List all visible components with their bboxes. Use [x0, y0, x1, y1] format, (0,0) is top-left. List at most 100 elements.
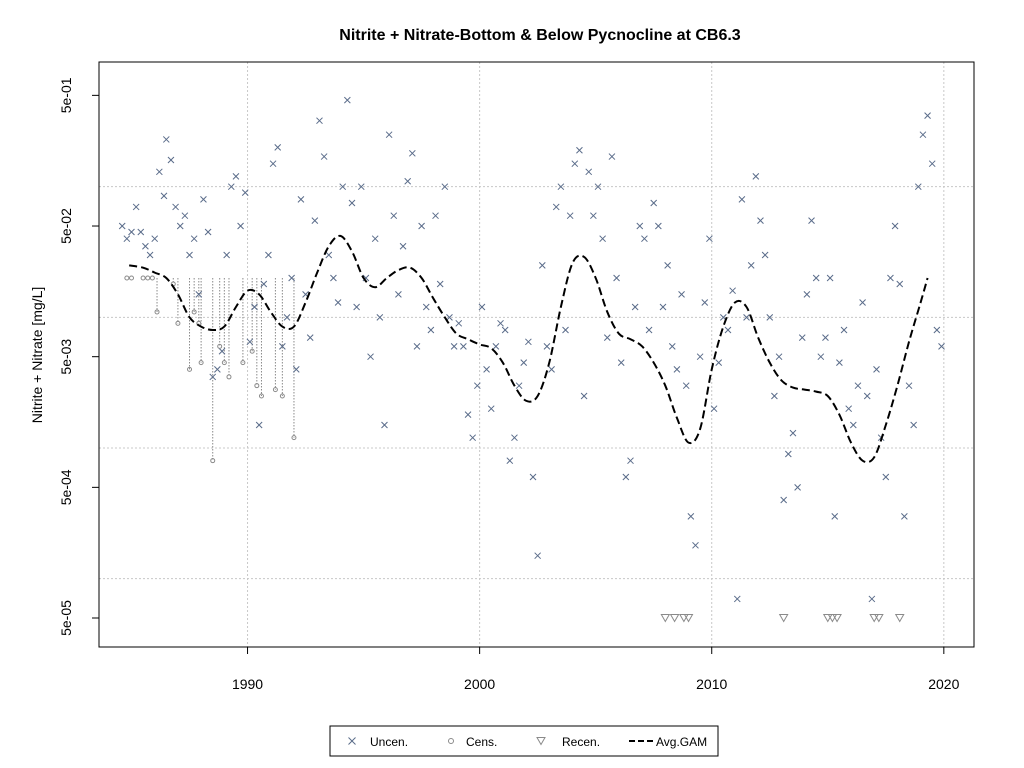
data-point-uncensored	[353, 303, 360, 311]
x-marker-stroke	[432, 212, 439, 220]
x-marker-stroke	[701, 299, 709, 306]
data-point-uncensored	[831, 512, 839, 520]
x-marker-stroke	[873, 365, 880, 373]
data-point-uncensored	[645, 326, 653, 334]
x-marker-stroke	[385, 131, 393, 139]
data-point-uncensored	[200, 195, 207, 203]
data-point-uncensored	[339, 183, 347, 191]
x-marker-stroke	[404, 177, 412, 185]
data-point-uncensored	[622, 473, 630, 481]
y-axis-label: Nitrite + Nitrate [mg/L]	[29, 287, 45, 424]
x-marker-stroke	[501, 326, 509, 334]
data-point-uncensored	[283, 313, 291, 321]
data-point-uncensored	[538, 261, 546, 269]
data-point-uncensored	[585, 168, 593, 176]
legend-box	[329, 725, 719, 757]
data-point-uncensored	[137, 228, 145, 236]
data-point-censored	[258, 393, 264, 399]
data-point-uncensored	[469, 434, 477, 442]
x-marker-stroke	[543, 342, 551, 350]
data-point-uncensored	[576, 146, 583, 154]
x-marker-stroke	[339, 183, 347, 191]
x-axis: 1990 2000 2010 2020	[232, 647, 960, 692]
data-point-uncensored	[631, 303, 639, 311]
data-point-uncensored	[511, 434, 518, 442]
data-point-uncensored	[422, 303, 430, 311]
x-marker-stroke	[933, 326, 941, 334]
x-marker-stroke	[181, 212, 189, 220]
x-marker-stroke	[376, 313, 384, 321]
data-point-uncensored	[186, 251, 193, 259]
x-marker-stroke	[167, 156, 175, 164]
x-marker-stroke	[631, 303, 639, 311]
data-point-uncensored	[701, 299, 709, 306]
data-point-uncensored	[678, 290, 685, 298]
data-point-uncensored	[325, 251, 333, 259]
data-point-censored	[272, 387, 278, 393]
x-marker-stroke	[128, 228, 135, 236]
x-marker-stroke	[395, 290, 402, 298]
data-point-uncensored	[520, 359, 528, 367]
data-point-censored	[249, 348, 255, 354]
data-point-uncensored	[506, 457, 514, 465]
x-marker-stroke	[706, 235, 713, 243]
data-point-censored	[149, 275, 155, 281]
data-point-uncensored	[901, 512, 908, 520]
data-point-uncensored	[919, 131, 927, 139]
data-point-censored	[140, 275, 146, 281]
data-point-uncensored	[641, 235, 648, 243]
x-marker-stroke	[938, 342, 945, 350]
data-point-uncensored	[450, 342, 458, 350]
data-point-uncensored	[594, 183, 602, 191]
data-point-uncensored	[715, 359, 723, 367]
data-point-uncensored	[692, 541, 699, 549]
data-point-recensored	[894, 614, 905, 623]
y-axis: 5e-05 5e-04 5e-03 5e-02 5e-01	[58, 77, 99, 636]
x-marker-stroke	[692, 541, 699, 549]
x-marker-stroke	[608, 153, 616, 160]
x-marker-stroke	[146, 251, 154, 259]
x-marker-stroke	[464, 411, 472, 419]
y-tick-label: 5e-03	[58, 339, 74, 375]
x-marker-stroke	[422, 303, 430, 311]
x-marker-stroke	[580, 392, 588, 400]
x-marker-stroke	[719, 313, 727, 321]
x-marker-stroke	[590, 212, 597, 220]
x-marker-stroke	[645, 326, 653, 334]
x-marker-stroke	[190, 235, 198, 243]
data-point-uncensored	[757, 217, 764, 224]
x-tick-label: 2000	[464, 676, 495, 692]
data-point-uncensored	[385, 131, 393, 139]
data-point-uncensored	[552, 203, 560, 211]
data-point-uncensored	[390, 212, 398, 220]
legend-item-uncensored: Uncen.	[348, 735, 408, 749]
x-marker-stroke	[118, 222, 126, 230]
x-marker-stroke	[446, 313, 453, 321]
x-marker-stroke	[413, 342, 421, 350]
data-point-uncensored	[432, 212, 439, 220]
data-point-uncensored	[822, 334, 829, 341]
data-point-uncensored	[627, 457, 634, 465]
x-tick-label: 2020	[928, 676, 959, 692]
data-point-uncensored	[613, 274, 620, 282]
x-marker-stroke	[738, 195, 746, 203]
data-point-uncensored	[209, 373, 217, 381]
data-point-uncensored	[771, 392, 778, 400]
data-point-uncensored	[460, 342, 467, 350]
data-point-uncensored	[650, 199, 658, 207]
data-point-uncensored	[738, 195, 746, 203]
grid	[99, 62, 974, 647]
data-point-uncensored	[761, 251, 769, 259]
x-marker-stroke	[840, 326, 848, 334]
data-point-uncensored	[464, 411, 472, 419]
data-point-uncensored	[924, 112, 931, 119]
data-point-recensored	[683, 614, 694, 623]
data-point-uncensored	[826, 274, 834, 282]
data-point-uncensored	[306, 334, 314, 341]
x-marker-stroke	[200, 195, 207, 203]
data-point-uncensored	[654, 222, 662, 230]
x-marker-stroke	[863, 392, 871, 400]
data-point-uncensored	[706, 235, 713, 243]
data-point-uncensored	[812, 274, 820, 282]
x-marker-stroke	[218, 347, 226, 355]
